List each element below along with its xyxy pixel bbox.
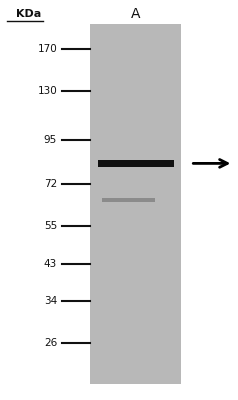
Text: 26: 26 [44,338,57,348]
Text: 72: 72 [44,179,57,189]
Text: 34: 34 [44,296,57,306]
Text: 43: 43 [44,259,57,269]
Text: 55: 55 [44,221,57,231]
Text: KDa: KDa [16,9,41,19]
Text: 95: 95 [44,135,57,145]
Text: 170: 170 [37,44,57,54]
Text: A: A [131,7,140,21]
Text: 130: 130 [37,86,57,96]
